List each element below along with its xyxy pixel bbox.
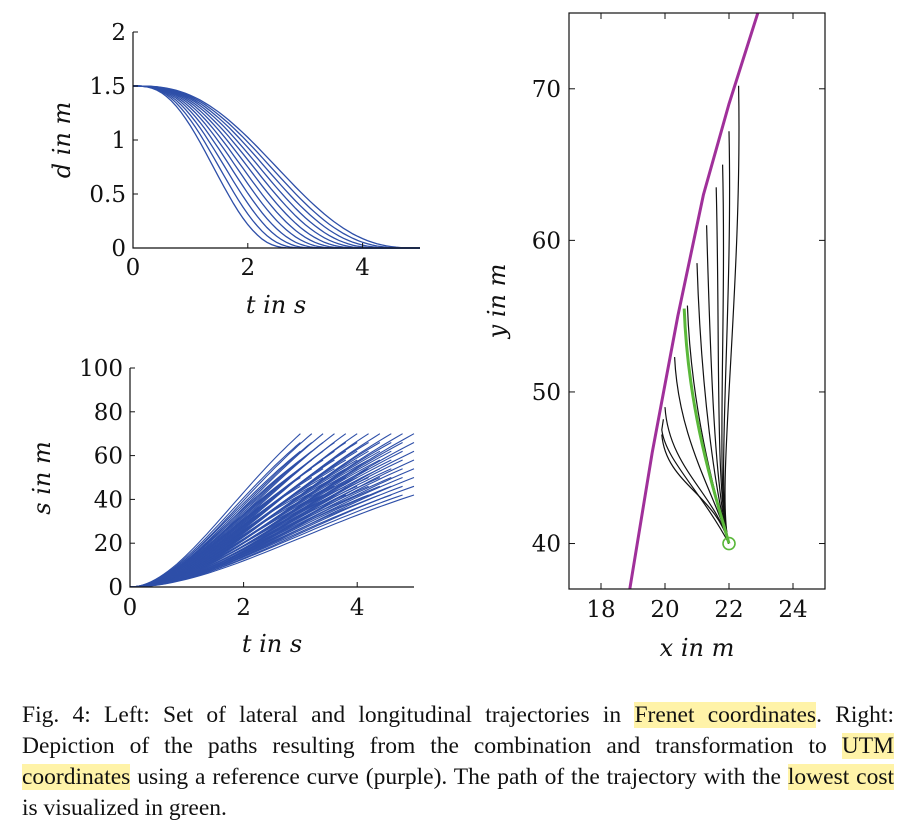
y-axis-label-longitudinal: s in m — [28, 441, 56, 514]
lateral-curve-9 — [133, 85, 420, 249]
longitudinal-curve-82 — [129, 450, 415, 588]
candidate-path-hooked — [661, 419, 730, 544]
y-tick-label-longitudinal: 0 — [108, 575, 123, 601]
plot-frame-lateral — [132, 32, 420, 249]
lowest-cost-path — [682, 308, 731, 544]
plot-utm-paths: 18 20 22 24 40 50 60 70 x in m y in m — [483, 12, 826, 662]
caption-prefix: Fig. 4: Left: Set of lateral and longitu… — [22, 702, 635, 728]
y-tick-label-longitudinal: 100 — [79, 356, 123, 382]
x-tick-label-longitudinal: 0 — [123, 595, 138, 621]
y-tick-label-longitudinal: 80 — [94, 400, 123, 426]
x-tick-label-lateral: 0 — [126, 255, 141, 281]
x-tick-label-utm: 22 — [714, 597, 743, 623]
candidate-path-9 — [724, 85, 740, 544]
utm-tick-marks — [569, 13, 825, 589]
x-tick-label-longitudinal: 2 — [236, 595, 251, 621]
x-axis-label-lateral: t in s — [246, 291, 306, 319]
y-tick-label-lateral: 0 — [111, 236, 126, 262]
x-tick-label-lateral: 4 — [355, 255, 370, 281]
y-tick-label-utm: 40 — [532, 532, 561, 558]
utm-paths — [628, 13, 760, 589]
x-tick-label-lateral: 2 — [240, 255, 255, 281]
y-tick-label-utm: 50 — [532, 380, 561, 406]
y-axis-label-utm: y in m — [483, 264, 511, 340]
x-axis-label-longitudinal: t in s — [242, 630, 302, 658]
y-tick-label-longitudinal: 60 — [94, 444, 123, 470]
x-axis-label-utm: x in m — [660, 634, 735, 662]
caption-suffix: is visualized in green. — [22, 795, 227, 821]
caption-highlight-frenet: Frenet coordinates — [634, 702, 817, 728]
x-tick-label-utm: 20 — [650, 597, 679, 623]
y-tick-label-longitudinal: 20 — [94, 531, 123, 557]
figure-caption: Fig. 4: Left: Set of lateral and longitu… — [22, 700, 894, 824]
start-point-marker — [722, 536, 736, 551]
caption-middle-2: using a reference curve (purple). The pa… — [130, 764, 788, 790]
longitudinal-trajectory-curves — [129, 433, 415, 588]
y-tick-label-lateral: 0.5 — [89, 182, 126, 208]
y-tick-label-utm: 70 — [532, 77, 561, 103]
plot-frame-utm — [568, 12, 826, 590]
candidate-path-8 — [722, 131, 731, 544]
plot-lateral-offset: 0 2 4 0 0.5 1 1.5 2 t in s d in m — [48, 20, 420, 319]
longitudinal-curve-87 — [129, 494, 415, 588]
x-tick-label-longitudinal: 4 — [350, 595, 365, 621]
y-tick-label-lateral: 1.5 — [89, 74, 126, 100]
lateral-ticks: 0 2 4 0 0.5 1 1.5 2 — [89, 20, 369, 281]
caption-middle-1: . Right: Depiction of the paths resultin… — [22, 702, 894, 759]
y-axis-label-lateral: d in m — [48, 102, 76, 179]
figure: 0 2 400.511.52 t in s d in m 0 2 40204060801… — [28, 12, 826, 662]
caption-highlight-lowest-cost: lowest cost — [787, 764, 894, 790]
y-tick-label-utm: 60 — [532, 228, 561, 254]
y-tick-label-longitudinal: 40 — [94, 487, 123, 513]
y-tick-label-lateral: 2 — [111, 20, 126, 46]
y-tick-label-lateral: 1 — [111, 128, 126, 154]
reference-curve — [628, 13, 760, 589]
utm-tick-labels: 18 20 22 24 40 50 60 70 — [532, 77, 808, 623]
lateral-trajectory-curves — [133, 85, 420, 249]
x-tick-label-utm: 24 — [778, 597, 807, 623]
lateral-curve-11 — [133, 85, 420, 249]
x-tick-label-utm: 18 — [586, 597, 615, 623]
